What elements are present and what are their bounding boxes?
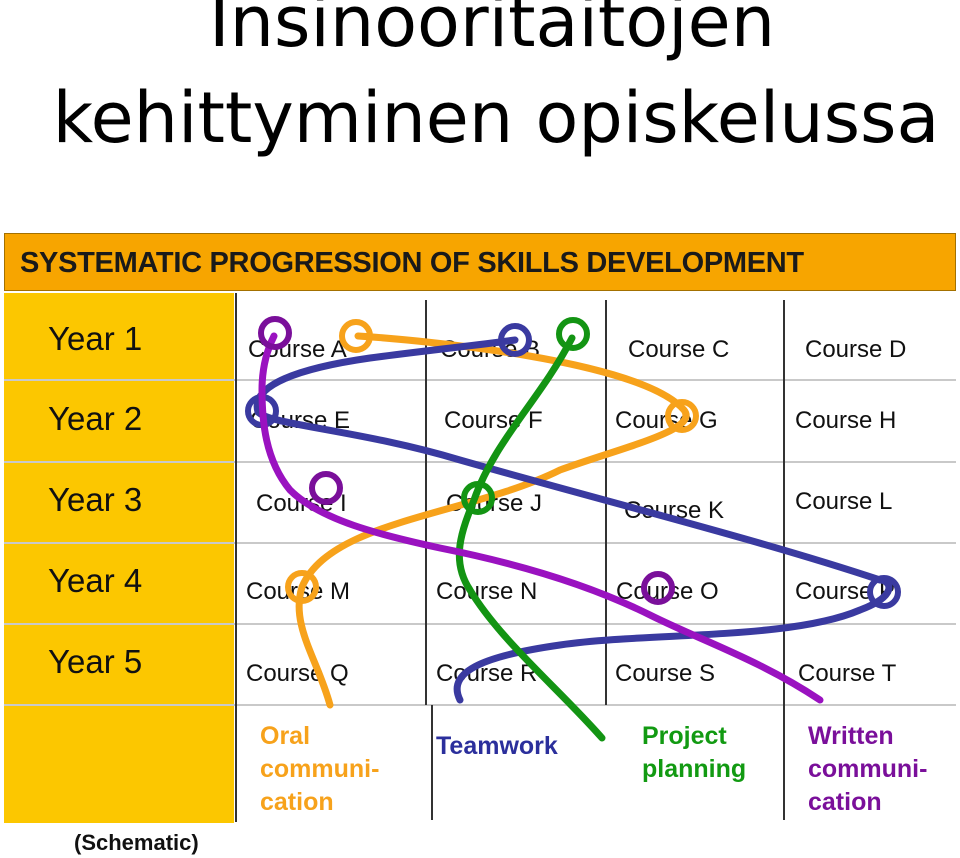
slide-title-line1: Insinööritaitojen xyxy=(208,0,776,63)
teamwork-node-b xyxy=(498,323,532,357)
slide-title-line2: kehittyminen opiskelussa xyxy=(52,77,940,159)
year-label-3: Year 3 xyxy=(48,481,143,518)
teamwork-path xyxy=(253,336,893,704)
year-label-4: Year 4 xyxy=(48,562,143,599)
skill-label-teamwork: Teamwork xyxy=(436,730,558,763)
skill-written-line2: communi- xyxy=(808,755,928,783)
oral-node-g xyxy=(665,399,699,433)
course-l: Course L xyxy=(795,488,893,515)
course-q: Course Q xyxy=(246,660,349,687)
oral-node-a xyxy=(339,319,373,353)
skill-written-line3: cation xyxy=(808,788,882,816)
skill-label-oral: Oral communi- cation xyxy=(260,720,379,819)
year-label-2: Year 2 xyxy=(48,400,143,437)
year-label-5: Year 5 xyxy=(48,643,143,680)
written-node-o xyxy=(641,571,675,605)
written-node-i xyxy=(309,471,343,505)
skill-oral-line2: communi- xyxy=(260,755,380,783)
diagram-header: SYSTEMATIC PROGRESSION OF SKILLS DEVELOP… xyxy=(20,247,804,279)
year-label-1: Year 1 xyxy=(48,320,143,357)
skill-oral-line1: Oral xyxy=(260,722,311,750)
skill-project-line2: planning xyxy=(642,755,747,783)
skill-written-line1: Written xyxy=(808,722,894,750)
diagram-header-bar xyxy=(4,233,956,291)
project-planning-path xyxy=(455,334,606,742)
course-t: Course T xyxy=(798,660,897,687)
course-c: Course C xyxy=(628,336,730,363)
skill-teamwork-line1: Teamwork xyxy=(436,732,558,760)
course-h: Course H xyxy=(795,407,897,434)
schematic-note: (Schematic) xyxy=(74,830,199,855)
skill-label-project: Project planning xyxy=(642,720,746,786)
course-n: Course N xyxy=(436,578,538,605)
written-communication-path xyxy=(258,332,824,704)
course-d: Course D xyxy=(805,336,907,363)
skill-label-written: Written communi- cation xyxy=(808,720,927,819)
skill-project-line1: Project xyxy=(642,722,727,750)
written-node-a xyxy=(258,316,292,350)
oral-communication-path xyxy=(295,332,690,709)
oral-node-m xyxy=(285,570,319,604)
year-column xyxy=(4,293,234,823)
course-s: Course S xyxy=(615,660,716,687)
teamwork-node-p xyxy=(867,575,901,609)
project-node-j xyxy=(461,481,495,515)
project-node-b xyxy=(556,317,590,351)
skill-oral-line3: cation xyxy=(260,788,334,816)
